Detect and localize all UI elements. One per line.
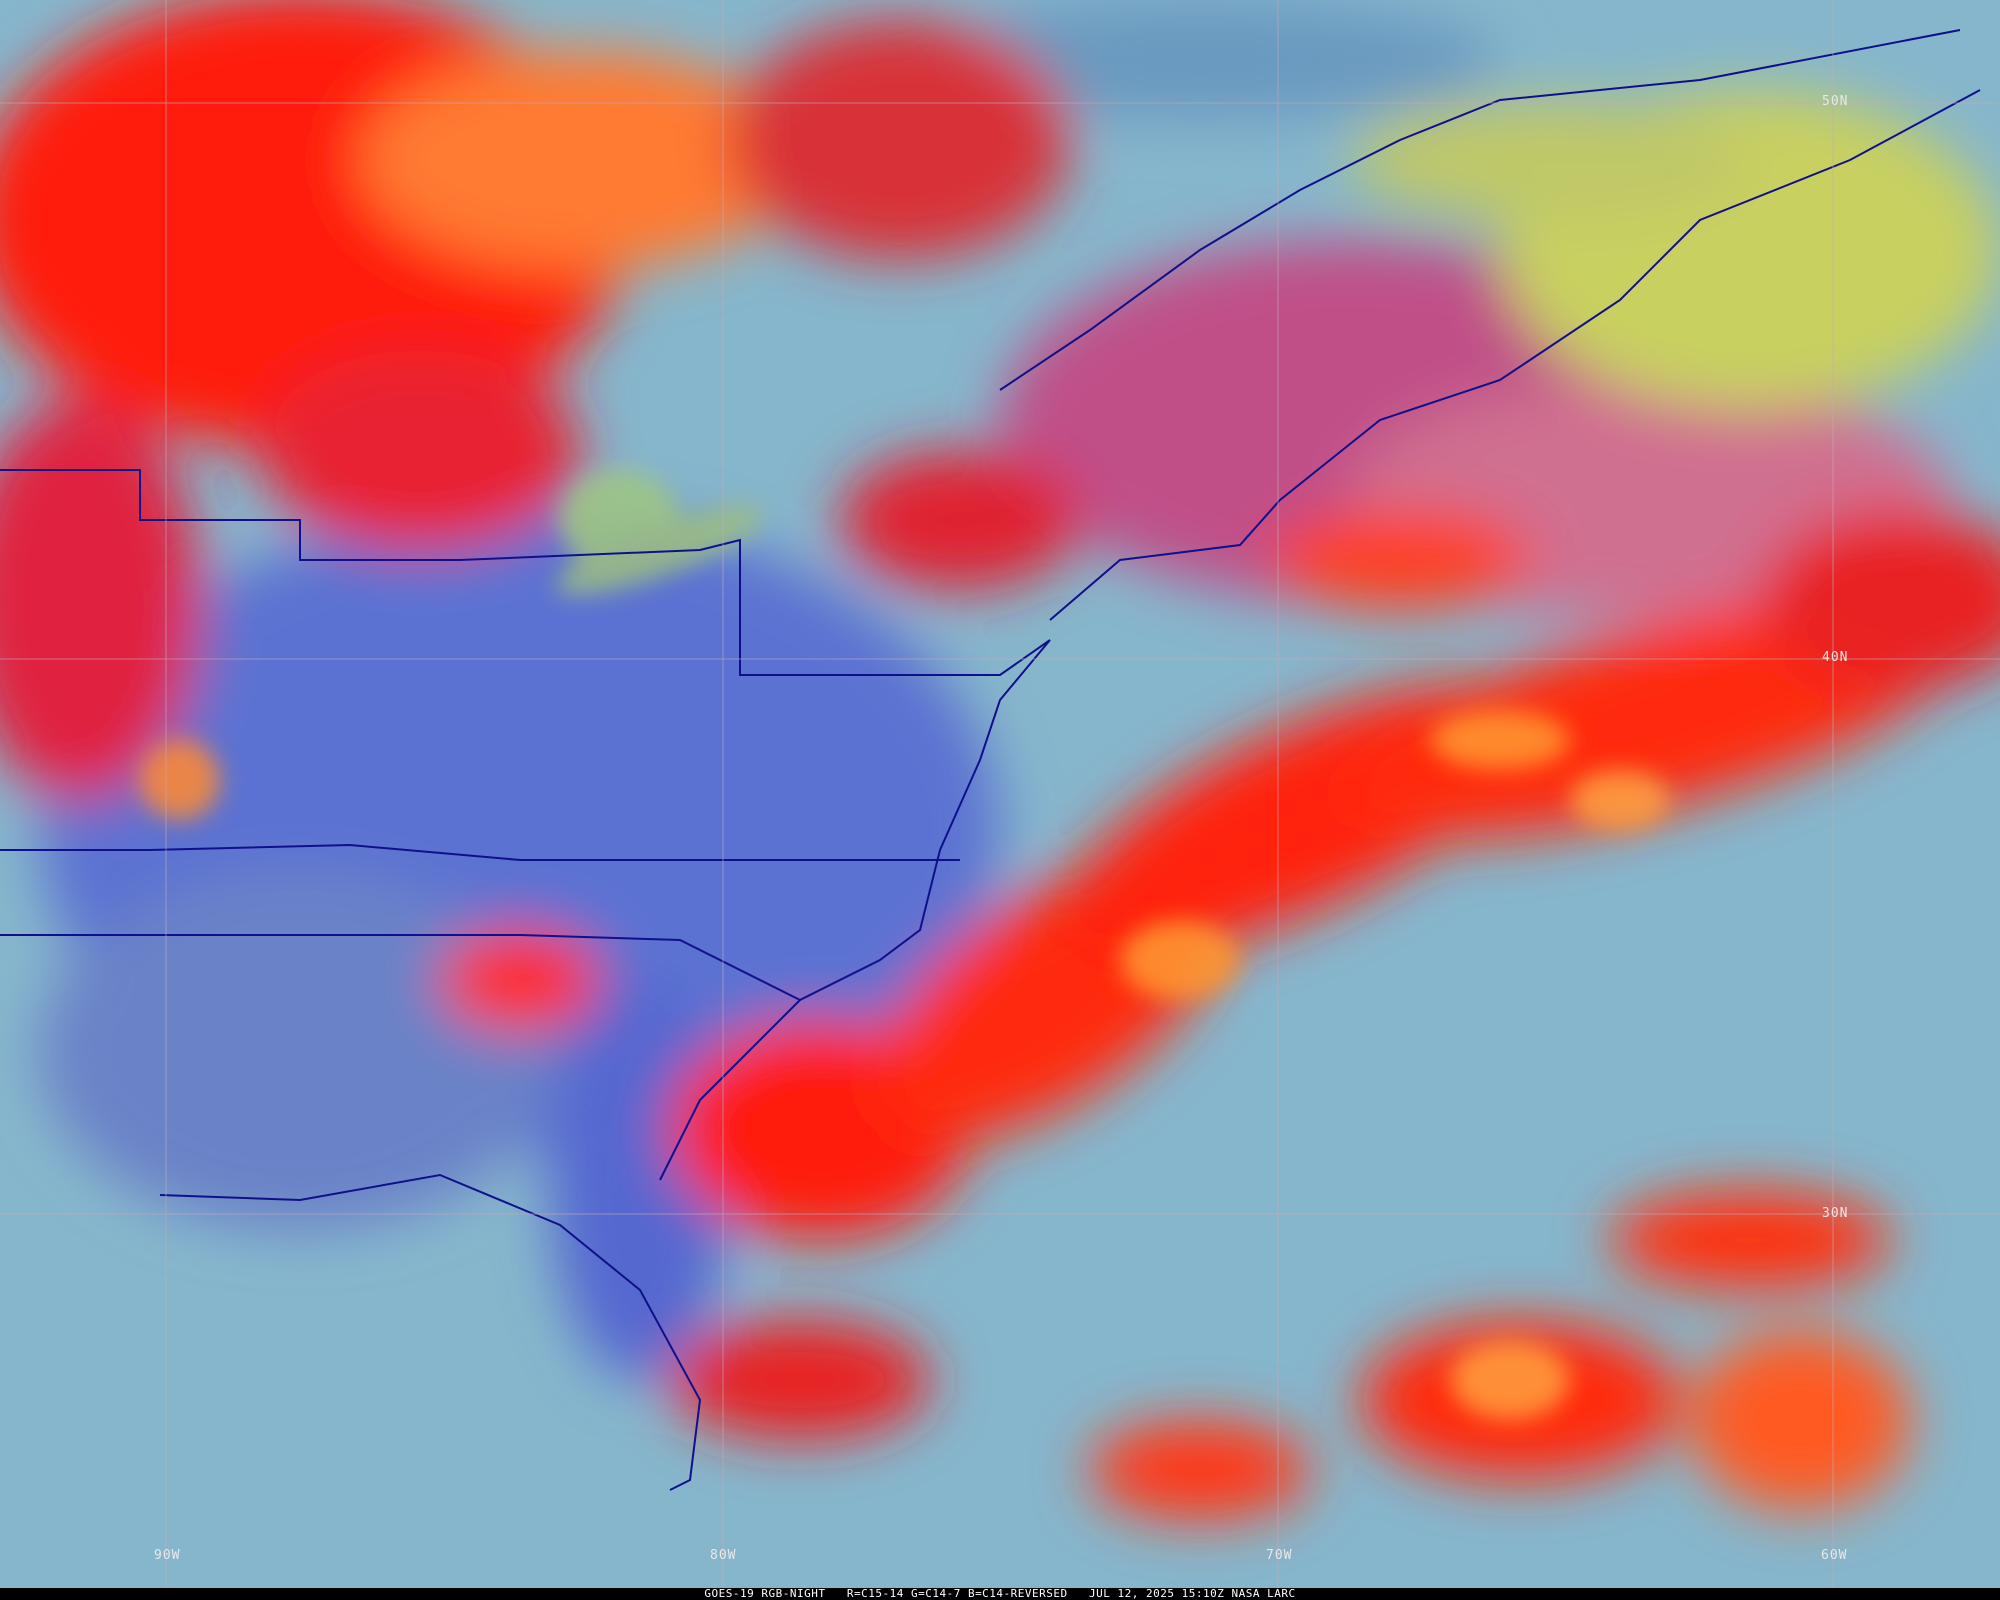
lon-label-60w: 60W — [1821, 1548, 1848, 1563]
image-caption: GOES-19 RGB-NIGHT R=C15-14 G=C14-7 B=C14… — [0, 1588, 2000, 1600]
lat-label-40n: 40N — [1822, 650, 1849, 665]
lon-label-70w: 70W — [1266, 1548, 1293, 1563]
political-borders — [0, 29, 1981, 1491]
lat-label-50n: 50N — [1822, 94, 1849, 109]
lon-label-80w: 80W — [710, 1548, 737, 1563]
lon-label-90w: 90W — [154, 1548, 181, 1563]
lat-label-30n: 30N — [1822, 1206, 1849, 1221]
